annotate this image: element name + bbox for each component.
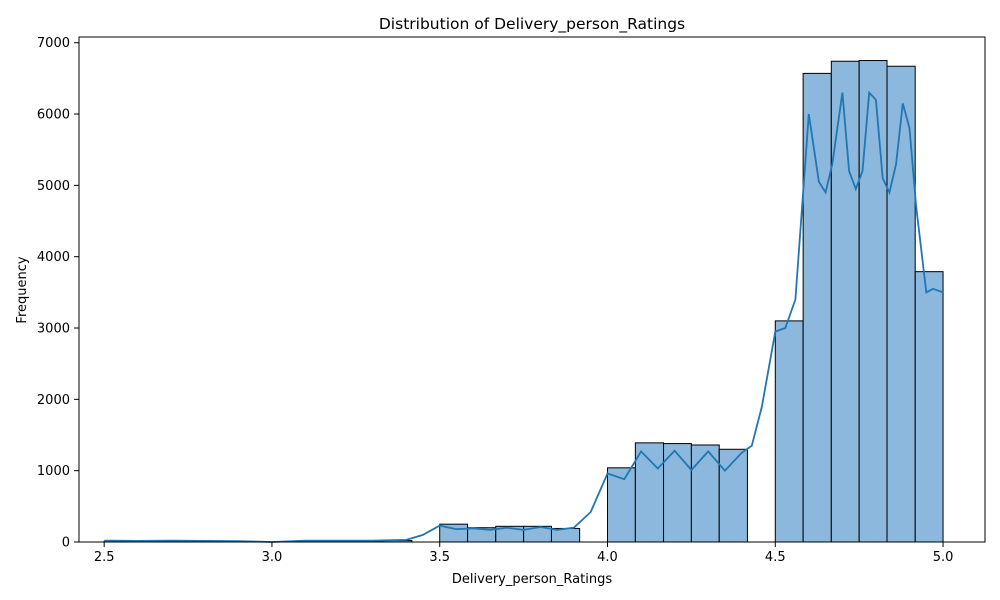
histogram-bar bbox=[774, 320, 804, 543]
y-tick-label: 2000 bbox=[37, 393, 70, 408]
y-tick-label: 6000 bbox=[37, 108, 70, 123]
histogram-bar bbox=[802, 72, 832, 543]
y-axis-label: Frequency bbox=[15, 256, 30, 323]
histogram-bar bbox=[914, 271, 944, 543]
x-tick-label: 2.5 bbox=[94, 550, 115, 565]
x-axis-label: Delivery_person_Ratings bbox=[452, 572, 612, 587]
x-tick-label: 3.0 bbox=[262, 550, 283, 565]
x-tick-label: 4.0 bbox=[597, 550, 618, 565]
x-axis-ticks: 2.5 3.0 3.5 4.0 4.5 5.0 bbox=[94, 542, 954, 565]
x-tick-label: 3.5 bbox=[429, 550, 450, 565]
histogram-bars bbox=[103, 60, 944, 543]
chart-title: Distribution of Delivery_person_Ratings bbox=[379, 15, 685, 34]
x-tick-label: 5.0 bbox=[933, 550, 954, 565]
y-tick-label: 1000 bbox=[37, 464, 70, 479]
histogram-bar bbox=[634, 442, 665, 543]
y-tick-label: 4000 bbox=[37, 250, 70, 265]
y-tick-label: 0 bbox=[62, 536, 70, 551]
histogram-bar bbox=[718, 448, 748, 543]
y-tick-label: 7000 bbox=[37, 36, 70, 51]
plot-area-frame bbox=[78, 36, 986, 543]
y-axis-ticks: 0 1000 2000 3000 4000 5000 6000 7000 bbox=[37, 36, 79, 551]
kde-curve bbox=[104, 90, 944, 543]
y-tick-label: 5000 bbox=[37, 179, 70, 194]
y-tick-label: 3000 bbox=[37, 322, 70, 337]
x-tick-label: 4.5 bbox=[765, 550, 786, 565]
histogram-bar bbox=[858, 60, 888, 543]
